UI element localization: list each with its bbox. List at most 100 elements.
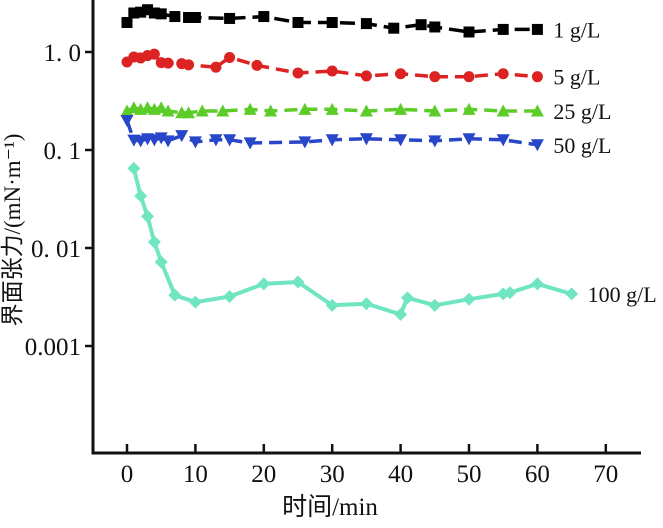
circle-marker-5-g-l	[497, 68, 509, 80]
diamond-marker-100-g-l	[141, 209, 155, 223]
series-line-50-g-l	[125, 119, 538, 147]
square-marker-1-g-l	[497, 23, 509, 35]
triangle-up-marker-25-g-l	[298, 102, 312, 115]
square-marker-1-g-l	[128, 7, 140, 19]
square-marker-1-g-l	[142, 4, 154, 16]
triangle-down-marker-50-g-l	[530, 139, 544, 152]
circle-marker-5-g-l	[531, 71, 543, 83]
diamond-marker-100-g-l	[462, 292, 476, 306]
triangle-down-marker-50-g-l	[120, 114, 134, 127]
square-marker-1-g-l	[388, 22, 400, 34]
square-marker-1-g-l	[531, 23, 543, 35]
y-tick-label: 0. 1	[44, 138, 82, 165]
triangle-down-marker-50-g-l	[161, 135, 175, 148]
circle-marker-5-g-l	[292, 67, 304, 79]
x-tick-label: 50	[457, 461, 482, 488]
triangle-down-marker-50-g-l	[223, 134, 237, 147]
circle-marker-5-g-l	[162, 57, 174, 69]
square-marker-1-g-l	[415, 19, 427, 31]
triangle-up-marker-25-g-l	[182, 106, 196, 119]
square-marker-1-g-l	[360, 18, 372, 30]
circle-marker-5-g-l	[210, 61, 222, 73]
square-marker-1-g-l	[121, 16, 133, 28]
triangle-down-marker-50-g-l	[428, 135, 442, 148]
diamond-marker-100-g-l	[359, 297, 373, 311]
x-axis-title: 时间/min	[282, 494, 378, 521]
diamond-marker-100-g-l	[134, 189, 148, 203]
square-marker-1-g-l	[463, 26, 475, 38]
series-label-1-g-l: 1 g/L	[553, 17, 600, 42]
triangle-down-marker-50-g-l	[359, 133, 373, 146]
diamond-marker-100-g-l	[168, 288, 182, 302]
x-tick-label: 40	[388, 461, 413, 488]
diamond-marker-100-g-l	[291, 275, 305, 289]
triangle-up-marker-25-g-l	[394, 102, 408, 115]
x-tick-label: 20	[251, 461, 276, 488]
circle-marker-5-g-l	[326, 65, 338, 77]
y-axis-title: 界面张力/(mN·m⁻¹)	[0, 133, 25, 327]
triangle-up-marker-25-g-l	[359, 104, 373, 117]
axis-lines	[91, 0, 641, 455]
diamond-marker-100-g-l	[154, 255, 168, 269]
diamond-marker-100-g-l	[325, 298, 339, 312]
triangle-up-marker-25-g-l	[530, 104, 544, 117]
square-marker-1-g-l	[169, 11, 181, 23]
triangle-down-marker-50-g-l	[496, 134, 510, 147]
triangle-up-marker-25-g-l	[325, 102, 339, 115]
triangle-down-marker-50-g-l	[243, 137, 257, 150]
square-marker-1-g-l	[148, 7, 160, 19]
circle-marker-5-g-l	[183, 59, 195, 71]
diamond-marker-100-g-l	[530, 277, 544, 291]
triangle-down-marker-50-g-l	[209, 134, 223, 147]
square-marker-1-g-l	[326, 16, 338, 28]
circle-marker-5-g-l	[463, 71, 475, 83]
diamond-marker-100-g-l	[147, 235, 161, 249]
square-marker-1-g-l	[224, 12, 236, 24]
triangle-up-marker-25-g-l	[216, 104, 230, 117]
x-tick-label: 60	[525, 461, 550, 488]
triangle-down-marker-50-g-l	[325, 134, 339, 147]
diamond-marker-100-g-l	[127, 161, 141, 175]
triangle-down-marker-50-g-l	[188, 136, 202, 149]
triangle-down-marker-50-g-l	[175, 130, 189, 143]
circle-marker-5-g-l	[429, 71, 441, 83]
triangle-up-marker-25-g-l	[462, 102, 476, 115]
y-tick-label: 0. 01	[31, 236, 81, 263]
x-tick-label: 0	[121, 461, 134, 488]
x-tick-label: 70	[593, 461, 618, 488]
circle-marker-5-g-l	[395, 68, 407, 80]
square-marker-1-g-l	[183, 11, 195, 23]
diamond-marker-100-g-l	[223, 289, 237, 303]
y-tick-label: 0.001	[25, 334, 81, 361]
triangle-up-marker-25-g-l	[154, 101, 168, 114]
diamond-marker-100-g-l	[428, 298, 442, 312]
series-label-5-g-l: 5 g/L	[553, 65, 600, 90]
circle-marker-5-g-l	[148, 48, 160, 60]
circle-marker-5-g-l	[251, 59, 263, 71]
series-label-50-g-l: 50 g/L	[553, 133, 611, 158]
diamond-marker-100-g-l	[565, 287, 579, 301]
square-marker-1-g-l	[189, 11, 201, 23]
circle-marker-5-g-l	[360, 70, 372, 82]
triangle-down-marker-50-g-l	[462, 133, 476, 146]
square-marker-1-g-l	[292, 16, 304, 28]
triangle-up-marker-25-g-l	[496, 104, 510, 117]
triangle-up-marker-25-g-l	[195, 104, 209, 117]
triangle-up-marker-25-g-l	[120, 104, 134, 117]
diamond-marker-100-g-l	[400, 291, 414, 305]
square-marker-1-g-l	[429, 21, 441, 33]
triangle-down-marker-50-g-l	[298, 136, 312, 149]
x-tick-label: 30	[320, 461, 345, 488]
square-marker-1-g-l	[135, 6, 147, 18]
triangle-up-marker-25-g-l	[264, 104, 278, 117]
diamond-marker-100-g-l	[394, 307, 408, 321]
triangle-up-marker-25-g-l	[161, 104, 175, 117]
diamond-marker-100-g-l	[503, 286, 517, 300]
diamond-marker-100-g-l	[257, 277, 271, 291]
series-label-100-g-l: 100 g/L	[588, 282, 657, 307]
triangle-up-marker-25-g-l	[243, 102, 257, 115]
triangle-down-marker-50-g-l	[394, 134, 408, 147]
circle-marker-5-g-l	[224, 51, 236, 63]
y-tick-label: 1. 0	[44, 40, 82, 67]
